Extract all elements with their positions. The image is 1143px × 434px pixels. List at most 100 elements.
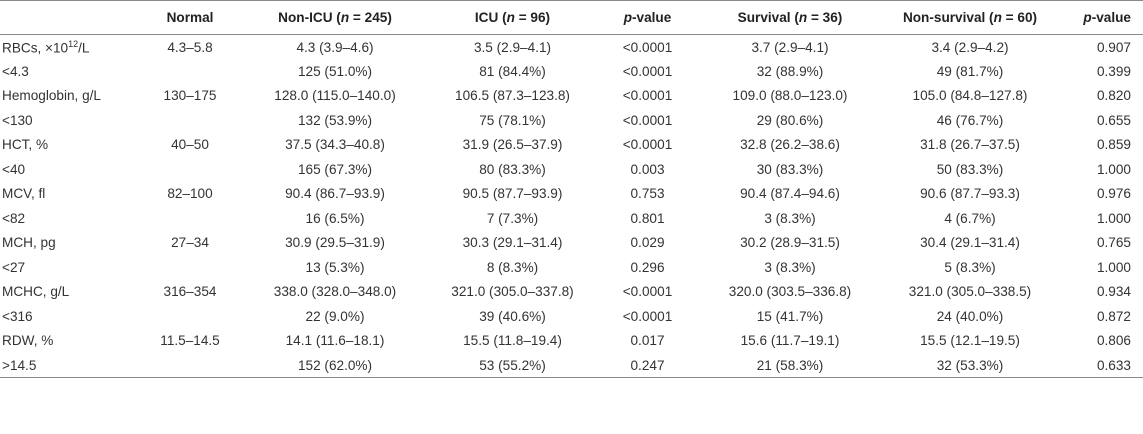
table-cell: 3.7 (2.9–4.1) (751, 39, 829, 55)
table-cell: 0.655 (1096, 112, 1131, 128)
table-cell: 0.765 (1096, 235, 1131, 251)
table-cell: 0.296 (630, 259, 665, 275)
table-cell: <0.0001 (622, 39, 673, 55)
table-cell: 90.4 (87.4–94.6) (740, 186, 840, 202)
table-cell: 4.3 (3.9–4.6) (296, 39, 374, 55)
table-cell: 3.5 (2.9–4.1) (473, 39, 552, 55)
table-cell: 14.1 (11.6–18.1) (285, 333, 385, 349)
table-cell: 3.4 (2.9–4.2) (931, 39, 1009, 55)
row-label: MCV, fl (2, 186, 46, 202)
row-label: <82 (2, 210, 26, 226)
table-cell: 0.399 (1096, 63, 1131, 79)
table-cell: 15 (41.7%) (756, 308, 824, 324)
table-cell: 21 (58.3%) (700, 353, 880, 378)
table-cell: <0.0001 (622, 284, 673, 300)
table-cell: 7 (7.3%) (486, 210, 539, 226)
table-cell: 31.9 (26.5–37.9) (462, 137, 563, 153)
table-cell: 31.8 (26.7–37.5) (920, 137, 1020, 153)
table-cell: 46 (76.7%) (936, 112, 1004, 128)
table-row: RDW, % 11.5–14.5 14.1 (11.6–18.1) 15.5 (11.… (0, 329, 1143, 354)
row-label: HCT, % (2, 137, 49, 153)
table-cell: 29 (80.6%) (756, 112, 824, 128)
table-row: <316 22 (9.0%) 39 (40.6%) <0.0001 15 (41.7%)… (0, 304, 1143, 329)
table-cell: 338.0 (328.0–348.0) (273, 284, 397, 300)
row-label: <316 (2, 308, 33, 324)
row-label: MCHC, g/L (2, 284, 70, 300)
table-cell: 40–50 (171, 137, 209, 153)
table-cell: 0.859 (1096, 137, 1131, 153)
table-cell: 80 (83.3%) (479, 161, 546, 177)
table-cell (140, 157, 240, 182)
table-row: <27 13 (5.3%) 8 (8.3%) 0.296 3 (8.3%) 5 (8.3%… (0, 255, 1143, 280)
table-row: MCHC, g/L 316–354 338.0 (328.0–348.0) 321.0… (0, 280, 1143, 305)
table-cell: 3 (8.3%) (764, 259, 816, 275)
table-cell: 321.0 (305.0–338.5) (908, 284, 1032, 300)
table-cell: 90.4 (86.7–93.9) (285, 186, 385, 202)
table-cell: 11.5–14.5 (160, 333, 220, 349)
table-row: Hemoglobin, g/L 130–175 128.0 (115.0–140.0… (0, 84, 1143, 109)
table-cell: 75 (78.1%) (479, 112, 546, 128)
table-cell: 0.633 (1060, 353, 1143, 378)
table-cell: 3 (8.3%) (764, 210, 816, 226)
table-cell (140, 206, 240, 231)
table-cell: 105.0 (84.8–127.8) (912, 88, 1028, 104)
table-cell: 0.820 (1096, 88, 1131, 104)
table-cell: 125 (51.0%) (297, 63, 373, 79)
table-row: <40 165 (67.3%) 80 (83.3%) 0.003 30 (83.3%) 5… (0, 157, 1143, 182)
header-row: Normal Non-ICU (n = 245) ICU (n = 96) p-… (0, 0, 1143, 35)
table-cell: 0.806 (1096, 333, 1131, 349)
table-cell: <0.0001 (622, 137, 673, 153)
row-label: <4.3 (2, 63, 29, 79)
table-cell: 15.5 (12.1–19.5) (920, 333, 1020, 349)
table-cell (140, 304, 240, 329)
table-cell: 165 (67.3%) (297, 161, 373, 177)
table-cell: 132 (53.9%) (297, 112, 373, 128)
table-cell (140, 59, 240, 84)
table-body: RBCs, ×1012/L 4.3–5.8 4.3 (3.9–4.6) 3.5 (2.… (0, 35, 1143, 378)
data-table: Normal Non-ICU (n = 245) ICU (n = 96) p-… (0, 0, 1143, 378)
table-cell: 30.4 (29.1–31.4) (920, 235, 1020, 251)
header-icu: ICU (n = 96) (430, 0, 595, 35)
table-row: <4.3 125 (51.0%) 81 (84.4%) <0.0001 32 (88.9… (0, 59, 1143, 84)
table-cell: 32 (53.3%) (880, 353, 1060, 378)
table-cell: <0.0001 (622, 88, 673, 104)
header-normal: Normal (140, 0, 240, 35)
table-cell: 0.753 (630, 186, 665, 202)
table-cell: 0.872 (1096, 308, 1131, 324)
table-cell: 24 (40.0%) (936, 308, 1004, 324)
table-row: HCT, % 40–50 37.5 (34.3–40.8) 31.9 (26.5–37… (0, 133, 1143, 158)
row-label: RDW, % (2, 333, 54, 349)
table-cell: 1.000 (1096, 161, 1131, 177)
header-p-value-2: p-value (1060, 0, 1143, 35)
table-cell: 1.000 (1096, 210, 1131, 226)
row-label: <40 (2, 161, 26, 177)
table-cell: 16 (6.5%) (305, 210, 365, 226)
table-cell: 13 (5.3%) (305, 259, 365, 275)
table-cell (140, 255, 240, 280)
header-non-icu: Non-ICU (n = 245) (240, 0, 430, 35)
header-empty (0, 0, 140, 35)
table-cell: 106.5 (87.3–123.8) (455, 88, 570, 104)
header-survival: Survival (n = 36) (700, 0, 880, 35)
table-cell: 22 (9.0%) (305, 308, 365, 324)
row-label: MCH, pg (2, 235, 56, 251)
row-label: <130 (2, 112, 33, 128)
table-cell: 37.5 (34.3–40.8) (285, 137, 385, 153)
row-label: Hemoglobin, g/L (2, 88, 101, 104)
table-cell: 50 (83.3%) (936, 161, 1004, 177)
table-cell (140, 353, 240, 378)
table-row: RBCs, ×1012/L 4.3–5.8 4.3 (3.9–4.6) 3.5 (2.… (0, 35, 1143, 60)
table-cell: 316–354 (163, 284, 217, 300)
table-cell: 0.003 (630, 161, 665, 177)
table-cell: 4.3–5.8 (167, 39, 213, 55)
row-label: <27 (2, 259, 26, 275)
table-cell: 8 (8.3%) (486, 259, 539, 275)
table-cell: 152 (62.0%) (240, 353, 430, 378)
header-p-value-1: p-value (595, 0, 700, 35)
table-cell: 30.9 (29.5–31.9) (285, 235, 385, 251)
table-cell: 0.017 (630, 333, 665, 349)
table-cell: 130–175 (163, 88, 217, 104)
header-non-survival: Non-survival (n = 60) (880, 0, 1060, 35)
table-cell: 0.801 (630, 210, 665, 226)
table-cell: 90.5 (87.7–93.9) (462, 186, 563, 202)
